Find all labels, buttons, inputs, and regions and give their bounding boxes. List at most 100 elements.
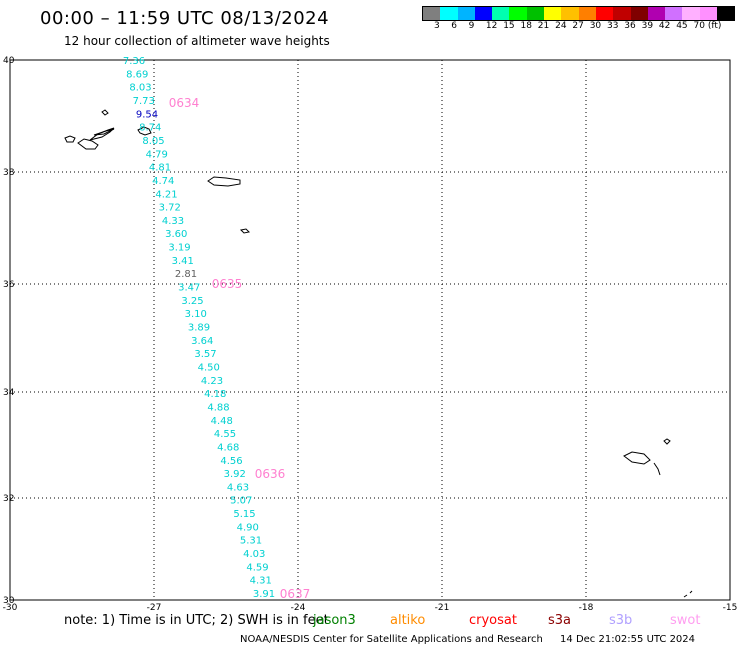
swh-value: 4.31 <box>250 576 272 587</box>
island-madeira <box>623 451 651 465</box>
swh-value: 3.25 <box>181 296 203 307</box>
colorbar-swatch <box>509 7 527 20</box>
legend-item-altiko: altiko <box>390 613 426 628</box>
footer-credit: NOAA/NESDIS Center for Satellite Applica… <box>240 634 543 645</box>
colorbar-swatch <box>474 7 493 20</box>
colorbar-swatch <box>492 7 510 20</box>
colorbar-swatches <box>422 6 736 21</box>
colorbar-label: 42 <box>658 21 671 31</box>
swh-value: 3.60 <box>165 229 187 240</box>
swh-value: 3.10 <box>185 309 207 320</box>
pass-time-label: 0634 <box>169 96 200 110</box>
swh-value: 8.69 <box>126 69 148 80</box>
x-tick-label: -15 <box>723 603 738 613</box>
swh-value: 4.79 <box>146 149 168 160</box>
legend-item-s3a: s3a <box>548 613 572 628</box>
colorbar-label: 30 <box>589 21 602 31</box>
colorbar-label: 9 <box>468 21 475 31</box>
y-tick-label: 36 <box>3 280 15 290</box>
island-santa-maria <box>239 228 251 234</box>
swh-value: 8.05 <box>142 136 164 147</box>
swh-value: 3.91 <box>253 589 275 600</box>
colorbar-label: 21 <box>537 21 550 31</box>
colorbar-label: 6 <box>451 21 458 31</box>
swh-value: 4.56 <box>220 456 242 467</box>
swh-value: 4.88 <box>207 402 229 413</box>
legend-item-jason3: jason3 <box>313 613 356 628</box>
swh-value: 4.33 <box>162 216 184 227</box>
swh-value: 4.03 <box>243 549 265 560</box>
legend-item-swot: swot <box>670 613 701 628</box>
coastlines <box>64 109 693 598</box>
colorbar-label: 33 <box>607 21 619 31</box>
swh-value: 5.31 <box>240 536 262 547</box>
swh-value: 4.81 <box>149 163 171 174</box>
swh-value: 4.55 <box>214 429 236 440</box>
island-selvagens <box>683 590 693 598</box>
swh-value: 4.68 <box>217 442 239 453</box>
colorbar-swatch <box>561 7 579 20</box>
colorbar-label: 24 <box>555 21 567 31</box>
swh-value: 3.64 <box>191 336 213 347</box>
colorbar-label: 27 <box>572 21 584 31</box>
island-faial <box>77 138 99 150</box>
y-tick-label: 38 <box>3 168 15 178</box>
colorbar-label: 12 <box>485 21 498 31</box>
axis-labels: -30 -27 -24 -21 -18 -15 40 38 36 34 32 30 <box>3 56 738 613</box>
island-terceira <box>207 176 241 187</box>
colorbar-swatch <box>613 7 631 20</box>
x-tick-label: -21 <box>435 603 450 613</box>
colorbar-swatch <box>578 7 596 20</box>
colorbar-swatch <box>630 7 648 20</box>
swh-value: 3.89 <box>188 323 210 334</box>
colorbar-label: 70 (ft) <box>693 21 722 31</box>
x-tick-label: -18 <box>579 603 594 613</box>
pass-time-label: 0637 <box>280 587 311 601</box>
swh-value: 5.15 <box>233 509 255 520</box>
y-tick-label: 34 <box>3 388 15 398</box>
colorbar-swatch <box>457 7 475 20</box>
map-grid <box>10 60 730 600</box>
colorbar-swatch <box>595 7 614 20</box>
swh-value: 4.48 <box>211 416 233 427</box>
swh-value: 4.21 <box>155 189 177 200</box>
x-tick-label: -30 <box>3 603 18 613</box>
colorbar-label: 15 <box>503 21 515 31</box>
swh-value: 4.23 <box>201 376 223 387</box>
island-sao-jorge <box>93 128 115 136</box>
colorbar-swatch <box>699 7 718 20</box>
note-text: note: 1) Time is in UTC; 2) SWH is in fe… <box>64 613 329 628</box>
colorbar-label: 45 <box>676 21 688 31</box>
swh-value: 2.81 <box>175 269 197 280</box>
swh-value: 8.03 <box>129 83 151 94</box>
swh-value: 4.74 <box>152 176 174 187</box>
swh-value: 3.41 <box>172 256 194 267</box>
island-graciosa <box>137 126 152 136</box>
swh-value: 5.07 <box>230 496 252 507</box>
wave-height-colorbar: 3 6 9 12 15 18 21 24 27 30 33 36 39 42 45 70 (ft) <box>422 6 736 31</box>
colorbar-swatch <box>665 7 683 20</box>
colorbar-label: 36 <box>624 21 636 31</box>
colorbar-swatch <box>526 7 545 20</box>
legend-item-s3b: s3b <box>609 613 633 628</box>
x-tick-label: -24 <box>291 603 306 613</box>
swh-value: 7.73 <box>133 96 155 107</box>
footer: NOAA/NESDIS Center for Satellite Applica… <box>240 634 695 645</box>
swh-value: 3.57 <box>194 349 216 360</box>
satellite-track: 7.36 8.69 8.03 7.73 9.54 8.74 8.05 4.79 4.81 4.74… <box>123 56 310 601</box>
legend-item-cryosat: cryosat <box>469 613 517 628</box>
colorbar-swatch <box>647 7 666 20</box>
swh-value: 3.19 <box>168 243 190 254</box>
pass-time-label: 0635 <box>212 277 243 291</box>
swh-value: 3.92 <box>224 469 246 480</box>
swh-value: 8.74 <box>139 123 161 134</box>
colorbar-label: 39 <box>641 21 654 31</box>
colorbar-labels: 3 6 9 12 15 18 21 24 27 30 33 36 39 42 45 70 (ft) <box>422 21 740 33</box>
y-tick-label: 32 <box>3 494 14 504</box>
colorbar-swatch <box>423 7 441 20</box>
swh-value: 7.36 <box>123 56 145 67</box>
map-title: 00:00 – 11:59 UTC 08/13/2024 <box>40 8 330 29</box>
colorbar-label: 18 <box>520 21 532 31</box>
colorbar-swatch <box>544 7 562 20</box>
